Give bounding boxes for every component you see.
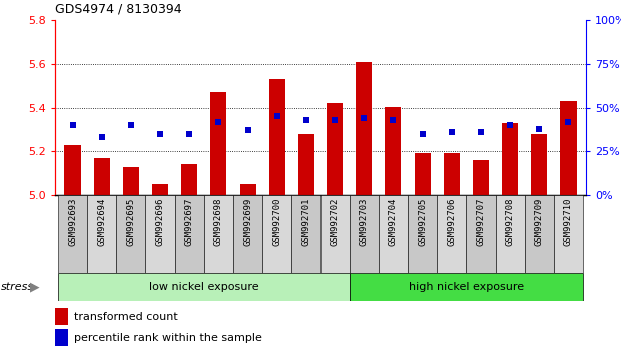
Bar	[473, 160, 489, 195]
Text: GSM992696: GSM992696	[155, 197, 165, 246]
Bar	[55, 329, 68, 347]
Text: percentile rank within the sample: percentile rank within the sample	[73, 333, 261, 343]
Bar	[58, 195, 87, 273]
Text: GSM992703: GSM992703	[360, 197, 369, 246]
Bar	[262, 195, 291, 273]
Bar	[525, 195, 554, 273]
Bar	[532, 134, 547, 195]
Point	[534, 126, 544, 131]
Text: stress: stress	[1, 282, 34, 292]
Text: GDS4974 / 8130394: GDS4974 / 8130394	[55, 2, 181, 15]
Text: GSM992707: GSM992707	[476, 197, 486, 246]
Bar	[444, 153, 460, 195]
Text: GSM992709: GSM992709	[535, 197, 544, 246]
Bar	[291, 195, 320, 273]
Bar	[175, 195, 204, 273]
Point	[418, 131, 428, 137]
Text: GSM992700: GSM992700	[272, 197, 281, 246]
Bar	[466, 195, 496, 273]
Text: GSM992694: GSM992694	[97, 197, 106, 246]
Bar	[152, 184, 168, 195]
Bar	[269, 79, 285, 195]
Point	[68, 122, 78, 128]
Point	[360, 115, 369, 121]
Text: GSM992708: GSM992708	[505, 197, 515, 246]
Bar	[87, 195, 116, 273]
Text: low nickel exposure: low nickel exposure	[149, 282, 258, 292]
Bar	[350, 195, 379, 273]
Text: transformed count: transformed count	[73, 312, 178, 322]
Text: GSM992706: GSM992706	[447, 197, 456, 246]
Point	[243, 127, 253, 133]
Point	[563, 119, 573, 124]
Text: high nickel exposure: high nickel exposure	[409, 282, 524, 292]
Bar	[356, 62, 372, 195]
Bar	[554, 195, 583, 273]
Text: GSM992710: GSM992710	[564, 197, 573, 246]
Bar	[350, 273, 583, 301]
Point	[301, 117, 311, 122]
Bar	[240, 184, 256, 195]
Text: GSM992693: GSM992693	[68, 197, 77, 246]
Point	[505, 122, 515, 128]
Text: GSM992702: GSM992702	[330, 197, 340, 246]
Bar	[415, 153, 430, 195]
Bar	[298, 134, 314, 195]
Point	[476, 129, 486, 135]
Bar	[502, 123, 518, 195]
Text: GSM992705: GSM992705	[418, 197, 427, 246]
Bar	[204, 195, 233, 273]
Bar	[408, 195, 437, 273]
Point	[155, 131, 165, 137]
Bar	[94, 158, 110, 195]
Bar	[123, 167, 139, 195]
Point	[389, 117, 399, 122]
Text: ▶: ▶	[30, 280, 40, 293]
Bar	[233, 195, 262, 273]
Point	[126, 122, 136, 128]
Point	[214, 119, 224, 124]
Bar	[386, 108, 401, 195]
Bar	[496, 195, 525, 273]
Bar	[561, 101, 576, 195]
Text: GSM992701: GSM992701	[301, 197, 310, 246]
Point	[272, 113, 282, 119]
Text: GSM992704: GSM992704	[389, 197, 398, 246]
Bar	[55, 308, 68, 325]
Bar	[116, 195, 145, 273]
Text: GSM992698: GSM992698	[214, 197, 223, 246]
Point	[184, 131, 194, 137]
Bar	[58, 273, 350, 301]
Bar	[65, 145, 81, 195]
Bar	[145, 195, 175, 273]
Bar	[437, 195, 466, 273]
Bar	[320, 195, 350, 273]
Text: GSM992697: GSM992697	[184, 197, 194, 246]
Bar	[379, 195, 408, 273]
Bar	[181, 164, 197, 195]
Point	[97, 135, 107, 140]
Text: GSM992695: GSM992695	[126, 197, 135, 246]
Bar	[211, 92, 227, 195]
Point	[330, 117, 340, 122]
Point	[447, 129, 457, 135]
Text: GSM992699: GSM992699	[243, 197, 252, 246]
Bar	[327, 103, 343, 195]
